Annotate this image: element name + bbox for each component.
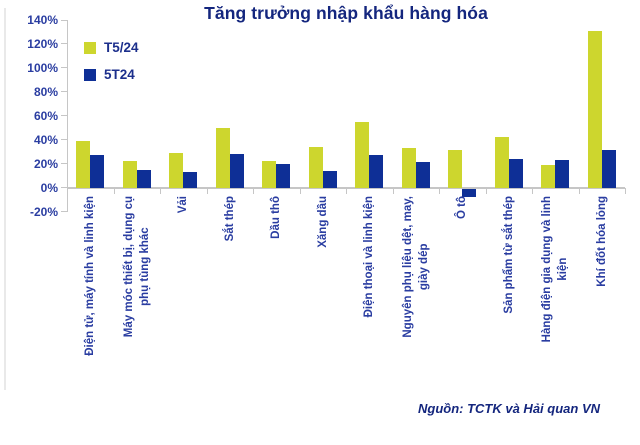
y-axis-tick-label: 0% <box>40 180 58 195</box>
bar-5t24-2 <box>183 172 198 188</box>
x-axis-label-text: Điện tử, máy tính và linh kiện <box>84 196 97 356</box>
y-axis-tick-label: 120% <box>27 36 58 51</box>
x-axis-label: Khí đốt hóa lỏng <box>585 196 619 386</box>
x-axis-label: Nguyên phụ liệu dệt, may, giày dép <box>399 196 433 386</box>
bar-5t24-10 <box>555 160 570 188</box>
bar-5t24-9 <box>508 158 523 188</box>
y-axis-tick-label: 100% <box>27 60 58 75</box>
bar-t5-24-0 <box>76 140 91 188</box>
y-axis-tick-label: -20% <box>29 204 58 219</box>
bar-5t24-11 <box>601 150 616 188</box>
bar-t5-24-4 <box>262 161 277 188</box>
bar-5t24-7 <box>415 162 430 188</box>
x-axis-label: Điện thoại và linh kiện <box>352 196 386 386</box>
x-axis-label: Hàng điện gia dụng và linh kiện <box>538 196 572 386</box>
x-axis-tick <box>532 187 533 194</box>
legend-label: T5/24 <box>104 40 139 55</box>
y-axis-tick <box>61 187 67 189</box>
x-axis-tick <box>346 187 347 194</box>
x-axis-tick <box>253 187 254 194</box>
x-axis-tick <box>485 187 487 194</box>
x-axis-tick <box>67 187 68 194</box>
bar-5t24-1 <box>136 169 151 188</box>
x-axis-label-text: Khí đốt hóa lỏng <box>595 196 608 287</box>
y-axis-tick <box>61 67 67 69</box>
x-axis-tick <box>113 187 115 194</box>
x-axis-label: Dầu thô <box>259 196 293 386</box>
legend-swatch-icon <box>84 41 96 54</box>
bar-t5-24-7 <box>401 148 416 188</box>
y-axis-tick <box>61 139 67 141</box>
x-axis-tick <box>299 187 301 194</box>
legend-item-5t24: 5T24 <box>84 67 135 82</box>
card-edge-line <box>4 8 6 390</box>
source-note: Nguồn: TCTK và Hải quan VN <box>418 401 600 416</box>
x-axis-label-text: Máy móc thiết bị, dụng cụ phụ tùng khác <box>122 196 151 338</box>
x-axis-label: Sắt thép <box>213 196 247 386</box>
x-axis-label: Ô tô <box>445 196 479 386</box>
chart-title: Tăng trưởng nhập khẩu hàng hóa <box>204 3 488 23</box>
x-axis-tick <box>625 187 626 194</box>
y-axis-tick <box>61 163 67 165</box>
x-axis-label: Sản phẩm từ sắt thép <box>492 196 526 386</box>
x-axis-label: Máy móc thiết bị, dụng cụ phụ tùng khác <box>120 196 154 386</box>
x-axis-label-text: Vải <box>177 196 190 214</box>
x-axis-label-text: Ô tô <box>456 196 469 219</box>
bar-5t24-6 <box>369 155 384 188</box>
legend-item-t5-24: T5/24 <box>84 40 139 55</box>
bar-t5-24-8 <box>448 150 463 188</box>
x-axis-label-text: Dầu thô <box>270 196 283 239</box>
x-axis-label-text: Sắt thép <box>223 196 236 242</box>
y-axis-tick-label: 20% <box>33 156 58 171</box>
x-axis-label: Vải <box>166 196 200 386</box>
x-axis-tick <box>392 187 394 194</box>
bar-5t24-5 <box>322 170 337 188</box>
bar-t5-24-5 <box>308 146 323 188</box>
bar-t5-24-6 <box>355 121 370 188</box>
x-axis-label-text: Hàng điện gia dụng và linh kiện <box>541 196 570 343</box>
y-axis-line <box>67 20 68 212</box>
x-axis-tick <box>578 187 580 194</box>
x-axis-tick <box>206 187 208 194</box>
y-axis-tick-label: 80% <box>33 84 58 99</box>
bar-t5-24-11 <box>587 30 602 188</box>
bar-t5-24-2 <box>169 152 184 188</box>
bar-t5-24-3 <box>215 127 230 188</box>
y-axis-tick-label: 40% <box>33 132 58 147</box>
legend-label: 5T24 <box>104 67 135 82</box>
x-axis-label-text: Điện thoại và linh kiện <box>363 196 376 318</box>
x-axis-tick <box>160 187 161 194</box>
bar-5t24-4 <box>276 163 291 188</box>
legend-swatch-icon <box>84 68 96 81</box>
x-axis-label: Điện tử, máy tính và linh kiện <box>73 196 107 386</box>
y-axis-tick-label: 60% <box>33 108 58 123</box>
bar-5t24-0 <box>90 155 105 188</box>
y-axis-tick <box>61 43 67 45</box>
bar-t5-24-1 <box>122 161 137 188</box>
bar-5t24-8 <box>462 188 477 197</box>
x-axis-tick <box>439 187 440 194</box>
y-axis-tick <box>61 91 67 93</box>
y-axis-tick <box>61 19 67 21</box>
x-axis-label: Xăng dầu <box>306 196 340 386</box>
bar-5t24-3 <box>229 154 244 188</box>
y-axis-tick-label: 140% <box>27 13 58 27</box>
x-axis-label-text: Xăng dầu <box>316 196 329 248</box>
bar-t5-24-9 <box>494 137 509 188</box>
x-axis-label-text: Nguyên phụ liệu dệt, may, giày dép <box>401 196 430 338</box>
y-axis-tick <box>61 211 67 212</box>
x-axis-label-text: Sản phẩm từ sắt thép <box>502 196 515 314</box>
y-axis-tick <box>61 115 67 117</box>
bar-t5-24-10 <box>541 164 556 188</box>
